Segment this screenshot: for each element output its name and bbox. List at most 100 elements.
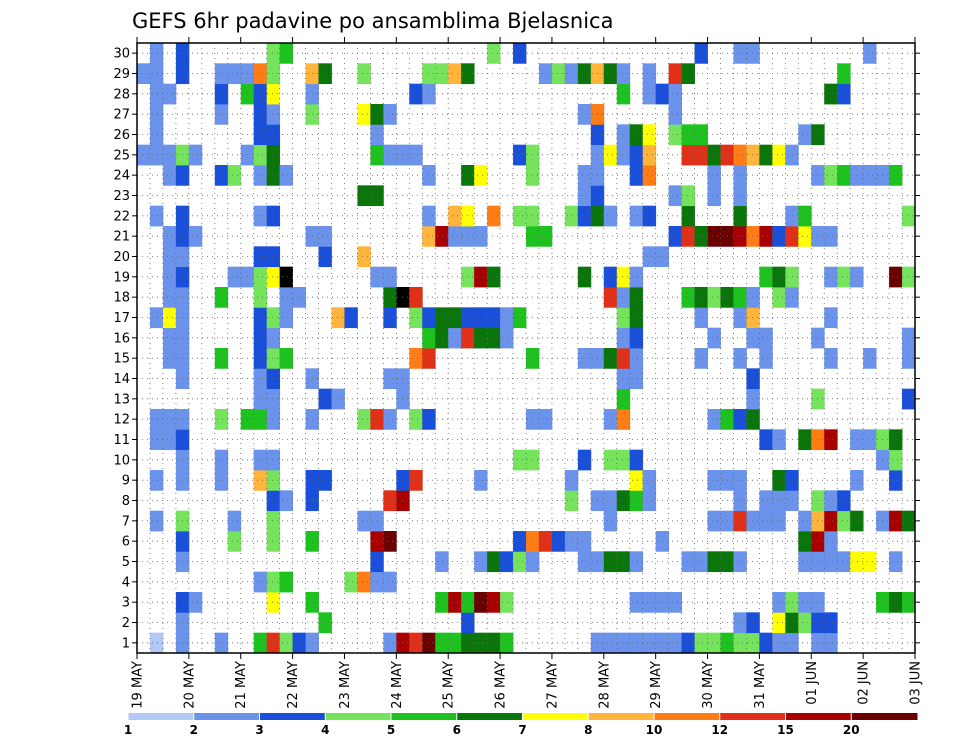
colorbar-label: 1 xyxy=(124,723,132,737)
heatmap-cell xyxy=(538,63,553,85)
heatmap-cell xyxy=(629,144,644,166)
heatmap-cell xyxy=(616,307,631,329)
heatmap-cell xyxy=(214,104,229,125)
heatmap-cell xyxy=(214,348,229,369)
heatmap-cell xyxy=(577,531,592,552)
heatmap-cell xyxy=(837,63,851,85)
heatmap-cell xyxy=(824,490,838,512)
heatmap-cell xyxy=(759,490,773,512)
colorbar-swatch xyxy=(719,713,786,720)
heatmap-cell xyxy=(668,104,682,125)
heatmap-cell xyxy=(383,287,397,308)
heatmap-cell xyxy=(266,307,281,329)
y-tick-label: 29 xyxy=(113,67,130,82)
y-tick-label: 11 xyxy=(113,433,130,448)
heatmap-cell xyxy=(772,266,786,288)
heatmap-cell xyxy=(422,327,436,349)
heatmap-cell xyxy=(889,429,903,451)
heatmap-cell xyxy=(746,368,760,390)
heatmap-cell xyxy=(668,226,682,247)
heatmap-cell xyxy=(616,124,631,146)
heatmap-cell xyxy=(629,632,644,654)
heatmap-cell xyxy=(383,144,397,166)
heatmap-cell xyxy=(253,83,268,105)
heatmap-cell xyxy=(759,226,773,247)
y-tick-label: 16 xyxy=(113,331,130,346)
heatmap-cell xyxy=(266,571,281,593)
heatmap-cell xyxy=(603,287,618,308)
heatmap-cell xyxy=(850,266,864,288)
heatmap-cell xyxy=(253,104,268,125)
heatmap-cell xyxy=(694,287,708,308)
y-tick-label: 8 xyxy=(122,494,130,509)
heatmap-cell xyxy=(629,470,644,491)
heatmap-cell xyxy=(616,409,631,430)
heatmap-cell xyxy=(694,43,708,64)
heatmap-cell xyxy=(487,43,501,64)
heatmap-cell xyxy=(435,63,449,85)
heatmap-cell xyxy=(642,632,657,654)
heatmap-cell xyxy=(616,287,631,308)
heatmap-cell xyxy=(422,348,436,369)
heatmap-cell xyxy=(746,632,760,654)
heatmap-cell xyxy=(746,43,760,64)
heatmap-cell xyxy=(681,124,695,146)
heatmap-cell xyxy=(253,348,268,369)
heatmap-cell xyxy=(253,63,268,85)
colorbar-swatch xyxy=(588,713,655,720)
y-tick-label: 7 xyxy=(122,514,130,529)
heatmap-cell xyxy=(513,531,527,552)
heatmap-cell xyxy=(409,83,423,105)
heatmap-cell xyxy=(279,632,293,654)
heatmap-cell xyxy=(357,510,371,532)
heatmap-cell xyxy=(396,632,410,654)
heatmap-cell xyxy=(772,510,786,532)
heatmap-cell xyxy=(824,307,838,329)
heatmap-cell xyxy=(149,429,164,451)
heatmap-cell xyxy=(435,632,449,654)
heatmap-cell xyxy=(746,287,760,308)
heatmap-cell xyxy=(746,226,760,247)
heatmap-cell xyxy=(253,632,268,654)
heatmap-cell xyxy=(707,327,721,349)
heatmap-cell xyxy=(616,368,631,390)
heatmap-cell xyxy=(746,307,760,329)
heatmap-cell xyxy=(538,226,553,247)
heatmap-cell xyxy=(162,348,177,369)
colorbar-swatch xyxy=(654,713,721,720)
heatmap-cell xyxy=(162,165,177,186)
heatmap-cell xyxy=(383,571,397,593)
colorbar-label: 5 xyxy=(387,723,395,737)
colorbar-swatch xyxy=(785,713,852,720)
heatmap-cell xyxy=(616,266,631,288)
heatmap-cell xyxy=(253,368,268,390)
x-tick-label: 24 MAY xyxy=(390,661,405,709)
heatmap-cell xyxy=(746,144,760,166)
heatmap-cell xyxy=(642,490,657,512)
heatmap-cell xyxy=(331,307,345,329)
heatmap-cell xyxy=(681,205,695,227)
heatmap-cell xyxy=(409,470,423,491)
heatmap-cell xyxy=(266,327,281,349)
heatmap-cell xyxy=(422,63,436,85)
heatmap-cell xyxy=(435,592,449,613)
heatmap-cell xyxy=(629,592,644,613)
heatmap-cell xyxy=(629,327,644,349)
heatmap-cell xyxy=(681,226,695,247)
heatmap-cell xyxy=(149,43,164,64)
heatmap-cell xyxy=(642,83,657,105)
chart-title: GEFS 6hr padavine po ansamblima Bjelasni… xyxy=(132,9,613,33)
x-tick-label: 29 MAY xyxy=(649,661,664,709)
y-tick-label: 30 xyxy=(113,47,130,62)
heatmap-cell xyxy=(850,551,864,573)
heatmap-cell xyxy=(214,165,229,186)
heatmap-cell xyxy=(733,307,747,329)
heatmap-cell xyxy=(772,632,786,654)
heatmap-cell xyxy=(863,348,877,369)
heatmap-cell xyxy=(564,63,579,85)
y-tick-label: 23 xyxy=(113,189,130,204)
heatmap-cell xyxy=(149,632,164,654)
heatmap-cell xyxy=(577,551,592,573)
heatmap-cell xyxy=(798,612,812,634)
heatmap-cell xyxy=(266,510,281,532)
